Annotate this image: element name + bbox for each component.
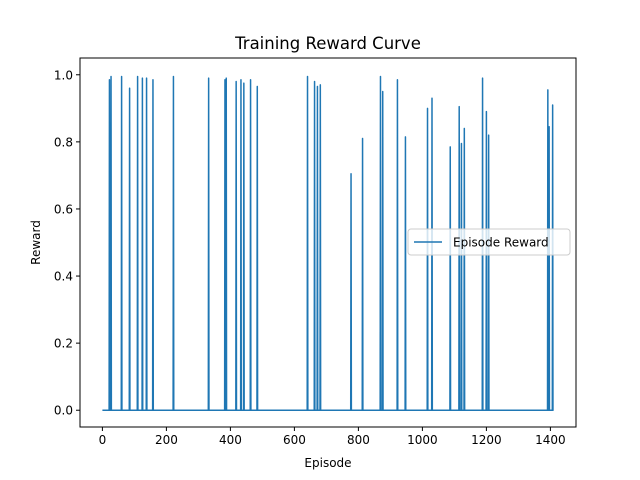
x-tick-label-1000: 1000 bbox=[407, 433, 438, 447]
legend-box bbox=[407, 228, 571, 256]
x-tick-label-1400: 1400 bbox=[535, 433, 566, 447]
plot-frame bbox=[79, 57, 577, 428]
y-axis: 0.0 0.2 0.4 0.6 0.8 1.0 bbox=[54, 68, 80, 418]
x-tick-label-0: 0 bbox=[99, 433, 107, 447]
y-tick-label-0-8: 0.8 bbox=[54, 135, 73, 149]
chart-title: Training Reward Curve bbox=[234, 34, 421, 53]
y-tick-label-0-6: 0.6 bbox=[54, 202, 73, 216]
x-tick-label-200: 200 bbox=[155, 433, 178, 447]
x-tick-label-400: 400 bbox=[219, 433, 242, 447]
y-axis-label: Reward bbox=[29, 220, 43, 265]
y-tick-label-1: 1.0 bbox=[54, 68, 73, 82]
legend: Episode Reward bbox=[407, 228, 571, 256]
y-tick-label-0-2: 0.2 bbox=[54, 337, 73, 351]
x-tick-label-600: 600 bbox=[283, 433, 306, 447]
y-tick-label-0: 0.0 bbox=[54, 404, 73, 418]
x-tick-label-800: 800 bbox=[347, 433, 370, 447]
plot-area bbox=[102, 75, 554, 411]
y-tick-label-0-4: 0.4 bbox=[54, 270, 73, 284]
x-axis: 0 200 400 600 800 1000 1200 1400 bbox=[99, 427, 566, 447]
legend-label-episode-reward: Episode Reward bbox=[453, 236, 549, 250]
x-tick-label-1200: 1200 bbox=[471, 433, 502, 447]
x-axis-label: Episode bbox=[304, 456, 351, 470]
series-line-episode-reward bbox=[102, 75, 554, 411]
